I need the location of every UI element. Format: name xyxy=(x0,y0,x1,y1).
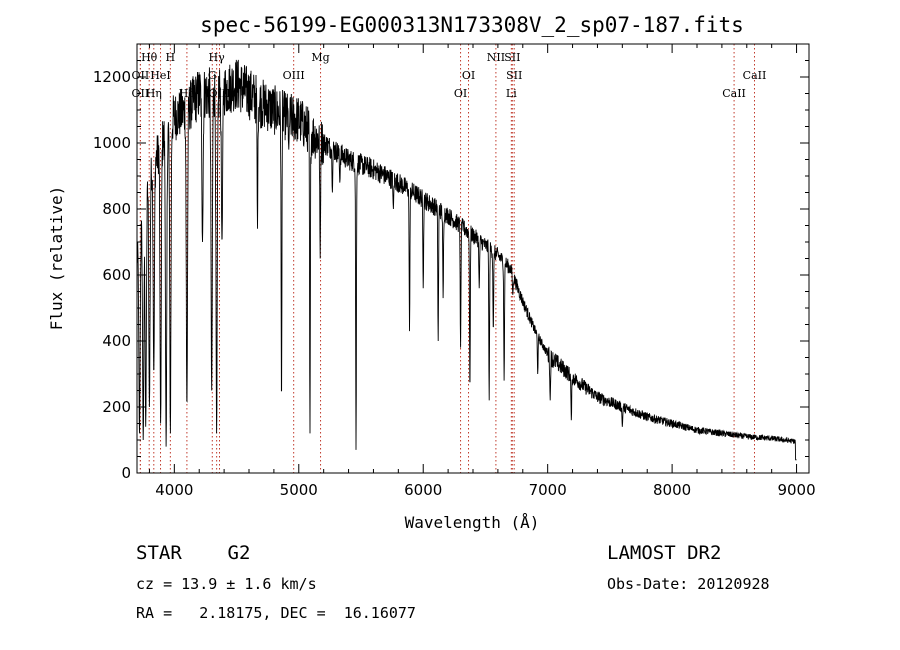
y-tick-label-0: 0 xyxy=(121,464,131,482)
line-label-3: Mg xyxy=(311,51,329,64)
y-tick-label-6: 1200 xyxy=(93,68,131,86)
y-tick-label-5: 1000 xyxy=(93,134,131,152)
line-label-19: CaII xyxy=(722,87,746,100)
x-tick-label-0: 4000 xyxy=(155,481,193,499)
observation-date: Obs-Date: 20120928 xyxy=(607,575,770,593)
survey-name: LAMOST DR2 xyxy=(607,542,722,564)
y-axis-ticks: 0 200 400 600 800 1000 1200 xyxy=(93,60,809,482)
y-tick-label-1: 200 xyxy=(102,398,131,416)
line-label-14: Hη xyxy=(146,87,162,100)
line-label-6: OII xyxy=(132,69,150,82)
y-tick-label-3: 600 xyxy=(102,266,131,284)
y-tick-label-2: 400 xyxy=(102,332,131,350)
line-label-4: NII xyxy=(487,51,505,64)
object-class: STAR G2 xyxy=(136,542,251,564)
spectrum-series-line xyxy=(136,59,797,461)
line-label-5: SII xyxy=(504,51,520,64)
x-tick-label-1: 5000 xyxy=(280,481,318,499)
coordinates: RA = 2.18175, DEC = 16.16077 xyxy=(136,604,416,622)
line-label-9: OIII xyxy=(283,69,305,82)
line-label-18: Li xyxy=(506,87,517,100)
line-label-10: OI xyxy=(462,69,475,82)
y-tick-label-4: 800 xyxy=(102,200,131,218)
line-label-17: OI xyxy=(454,87,467,100)
x-axis-ticks: 4000 5000 6000 7000 8000 9000 xyxy=(148,44,816,499)
x-axis-label: Wavelength (Å) xyxy=(405,513,540,532)
line-label-2: Hγ xyxy=(209,51,226,64)
y-axis-label: Flux (relative) xyxy=(47,186,66,331)
spectral-line-markers xyxy=(139,44,755,473)
line-label-0: Hθ xyxy=(141,51,158,64)
line-label-12: CaII xyxy=(743,69,767,82)
line-label-8: G xyxy=(208,69,217,82)
line-label-1: H xyxy=(166,51,176,64)
line-label-7: HeI xyxy=(150,69,170,82)
x-tick-label-2: 6000 xyxy=(404,481,442,499)
x-tick-label-5: 9000 xyxy=(777,481,815,499)
x-tick-label-4: 8000 xyxy=(653,481,691,499)
plot-frame xyxy=(136,43,810,474)
redshift-cz: cz = 13.9 ± 1.6 km/s xyxy=(136,575,317,593)
chart-title: spec-56199-EG000313N173308V_2_sp07-187.f… xyxy=(200,13,744,37)
x-tick-label-3: 7000 xyxy=(529,481,567,499)
line-label-11: SII xyxy=(506,69,522,82)
